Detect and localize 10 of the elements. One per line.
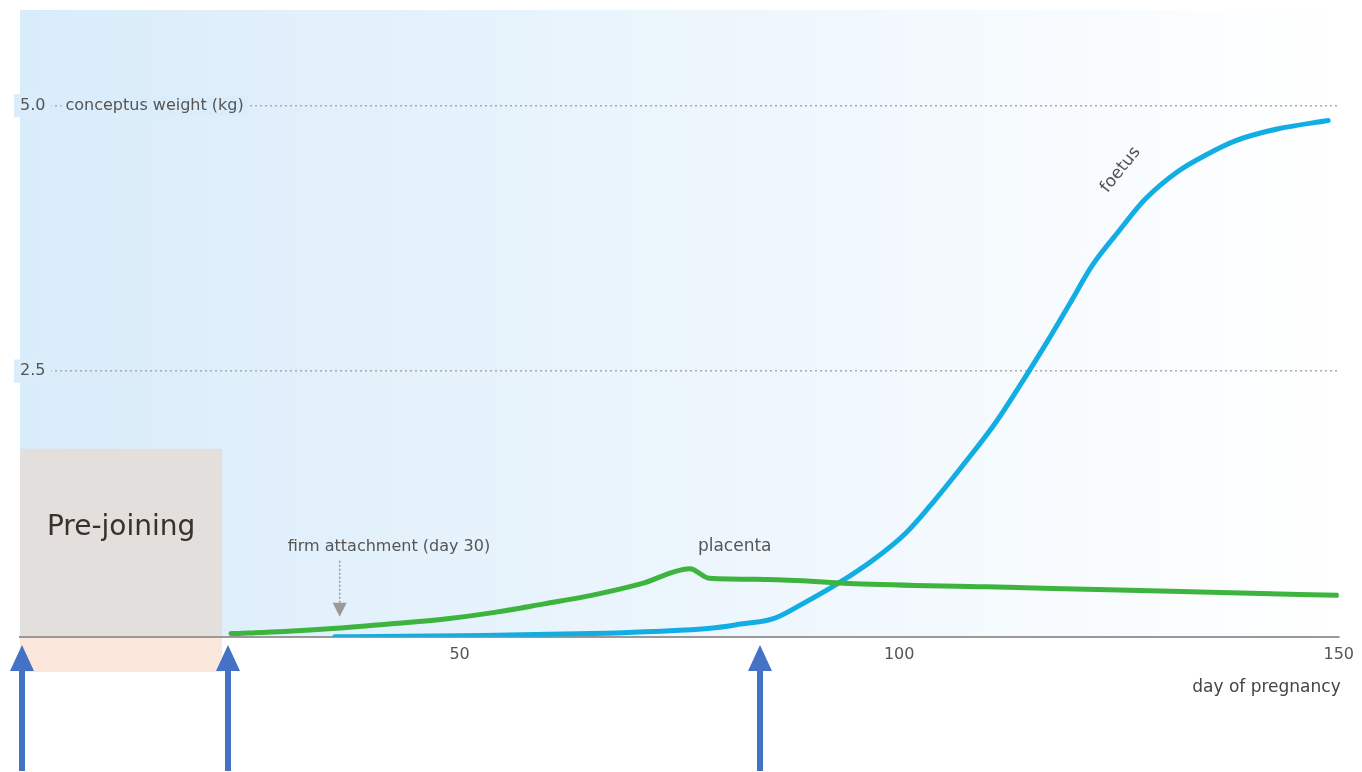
x-axis-title: day of pregnancy [1192,675,1341,696]
y-tick-label: 5.0 [20,94,46,114]
y-tick-label: 2.5 [20,360,46,380]
x-tick-label: 150 [1323,643,1354,663]
x-tick-label: 100 [883,643,915,663]
y-axis-title: conceptus weight (kg) [65,94,244,114]
band-label: Pre-joining [46,509,196,543]
x-tick-label: 50 [449,643,470,663]
annotation: firm attachment (day 30) [287,535,491,555]
series-label: placenta [697,534,772,555]
